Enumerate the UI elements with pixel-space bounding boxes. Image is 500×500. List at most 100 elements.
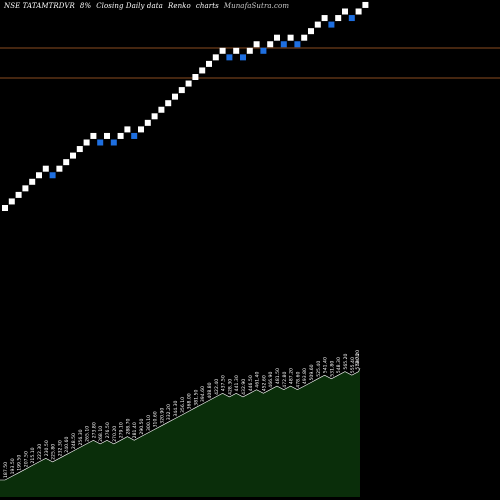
renko-brick-up bbox=[233, 47, 240, 54]
renko-brick-down bbox=[110, 139, 117, 146]
renko-brick-up bbox=[151, 113, 158, 120]
renko-brick-up bbox=[355, 8, 362, 15]
brick-price-label: 256.30 bbox=[78, 429, 84, 445]
brick-price-label: 270.20 bbox=[112, 426, 118, 442]
brick-price-label: 310.60 bbox=[153, 411, 159, 427]
brick-price-label: 509.60 bbox=[309, 364, 315, 380]
brick-price-label: 441.30 bbox=[234, 375, 240, 391]
brick-price-label: 248.50 bbox=[71, 433, 77, 449]
renko-brick-down bbox=[328, 21, 335, 28]
renko-brick-up bbox=[212, 54, 219, 61]
renko-brick-up bbox=[219, 47, 226, 54]
renko-brick-up bbox=[56, 165, 63, 172]
renko-brick-up bbox=[246, 47, 253, 54]
renko-brick-up bbox=[63, 159, 70, 166]
renko-brick-up bbox=[287, 34, 294, 41]
brick-price-label: 279.10 bbox=[119, 422, 125, 438]
renko-brick-up bbox=[36, 172, 42, 179]
renko-brick-up bbox=[165, 100, 172, 107]
renko-brick-up bbox=[342, 8, 348, 15]
renko-brick-up bbox=[117, 132, 124, 139]
brick-price-label: 240.60 bbox=[64, 437, 70, 453]
renko-brick-down bbox=[240, 54, 246, 61]
renko-brick-up bbox=[90, 132, 97, 139]
renko-brick-up bbox=[42, 165, 49, 172]
brick-price-label: 422.40 bbox=[214, 379, 220, 395]
brick-price-label: 555.40 bbox=[350, 357, 356, 373]
renko-brick-down bbox=[348, 15, 355, 22]
brick-price-label: 207.50 bbox=[23, 451, 29, 467]
symbol-label: NSE TATAMTRDVR bbox=[4, 2, 75, 10]
brick-price-label: 332.20 bbox=[166, 404, 172, 420]
brick-price-label: 565.20 bbox=[343, 353, 349, 369]
brick-price-label: 187.50 bbox=[3, 462, 9, 478]
renko-brick-up bbox=[2, 205, 8, 211]
renko-brick-up bbox=[29, 178, 36, 185]
brick-price-label: 381.50 bbox=[193, 390, 199, 406]
brick-price-label: 225.80 bbox=[51, 444, 57, 460]
brick-price-label: 428.30 bbox=[227, 379, 233, 395]
renko-brick-down bbox=[280, 41, 287, 48]
renko-brick-up bbox=[206, 60, 212, 67]
renko-brick-up bbox=[335, 15, 342, 22]
brick-price-label: 265.10 bbox=[85, 426, 91, 442]
renko-bricks bbox=[2, 1, 369, 211]
brick-price-label: 590.20 bbox=[355, 350, 361, 366]
brick-price-label: 525.40 bbox=[316, 361, 322, 377]
brick-price-label: 320.90 bbox=[159, 408, 165, 424]
brick-price-label: 268.10 bbox=[98, 426, 104, 442]
brick-price-label: 344.30 bbox=[173, 400, 179, 416]
brick-price-label: 472.80 bbox=[282, 372, 288, 388]
description-label: Closing Daily data bbox=[96, 2, 163, 10]
brick-price-label: 493.80 bbox=[302, 368, 308, 384]
brick-price-label: 548.30 bbox=[336, 357, 342, 373]
brick-price-label: 356.10 bbox=[180, 397, 186, 413]
brick-price-label: 215.10 bbox=[30, 447, 36, 463]
renko-brick-up bbox=[301, 34, 308, 41]
renko-brick-up bbox=[158, 106, 165, 113]
brick-price-label: 273.80 bbox=[91, 422, 97, 438]
brick-price-label: 288.70 bbox=[125, 418, 131, 434]
renko-brick-up bbox=[362, 1, 369, 8]
renko-brick-up bbox=[172, 93, 178, 100]
renko-brick-down bbox=[260, 47, 267, 54]
brick-price-label: 432.90 bbox=[241, 379, 247, 395]
volume-area-fill bbox=[0, 368, 360, 497]
brick-price-label: 437.50 bbox=[221, 375, 227, 391]
brick-price-label: 368.00 bbox=[187, 393, 193, 409]
renko-brick-down bbox=[294, 41, 301, 48]
brick-price-label: 394.60 bbox=[200, 386, 206, 402]
renko-brick-down bbox=[226, 54, 233, 61]
brick-price-labels: 187.50 193.50 199.50 207.50 215.10 222.30 230.… bbox=[3, 350, 361, 478]
volume-area bbox=[0, 367, 361, 497]
brick-price-label: 222.30 bbox=[37, 444, 43, 460]
renko-brick-down bbox=[131, 132, 138, 139]
brick-price-label: 466.90 bbox=[268, 372, 274, 388]
renko-brick-up bbox=[253, 41, 260, 48]
renko-brick-up bbox=[104, 132, 110, 139]
renko-brick-up bbox=[185, 80, 192, 87]
renko-brick-down bbox=[97, 139, 104, 146]
renko-brick-up bbox=[76, 146, 83, 153]
renko-brick-up bbox=[15, 191, 22, 198]
charts-word-label: charts bbox=[195, 2, 219, 10]
brick-price-label: 541.40 bbox=[323, 357, 329, 373]
brick-price-label: 487.20 bbox=[289, 368, 295, 384]
renko-brick-up bbox=[8, 198, 15, 205]
volume-area-outline bbox=[0, 367, 361, 481]
brick-price-label: 531.80 bbox=[329, 361, 335, 377]
brick-price-label: 193.50 bbox=[10, 458, 16, 474]
brick-price-label: 452.60 bbox=[261, 375, 267, 391]
renko-brick-up bbox=[124, 126, 131, 133]
renko-brick-down bbox=[49, 172, 56, 179]
renko-brick-up bbox=[274, 34, 280, 41]
renko-brick-up bbox=[138, 126, 144, 133]
renko-brick-up bbox=[83, 139, 90, 146]
chart-header: NSE TATAMTRDVR 8% Closing Daily data Renko c… bbox=[4, 2, 294, 10]
renko-brick-up bbox=[192, 74, 199, 80]
box-size-label: 8% bbox=[79, 2, 92, 10]
brick-price-label: 281.40 bbox=[132, 422, 138, 438]
renko-brick-up bbox=[178, 87, 185, 94]
brick-price-label: 446.50 bbox=[248, 375, 254, 391]
